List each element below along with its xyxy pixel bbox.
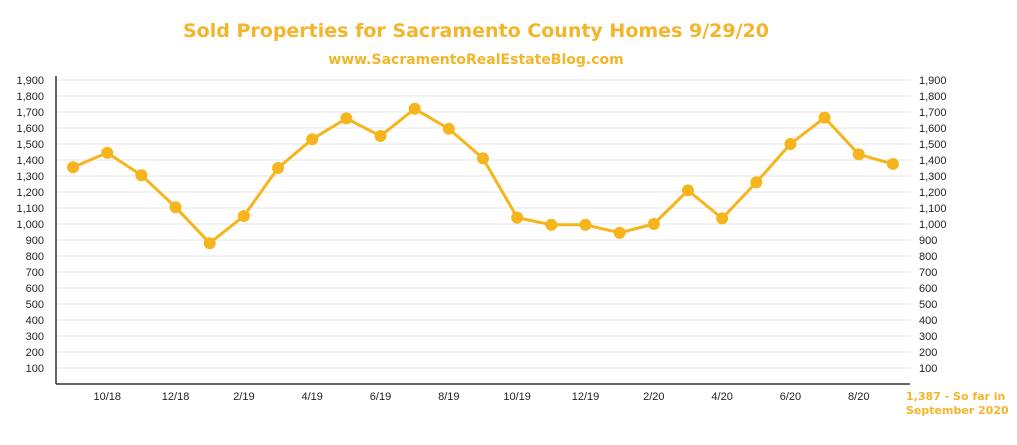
- x-tick-label: 2/19: [233, 391, 254, 403]
- data-point: [613, 226, 626, 239]
- y-tick-label-left: 1,100: [16, 203, 44, 215]
- y-tick-label-right: 1,800: [919, 91, 947, 103]
- y-tick-label-left: 1,300: [16, 171, 44, 183]
- x-tick-label: 4/20: [711, 391, 732, 403]
- data-point: [306, 133, 319, 146]
- chart-subtitle: www.SacramentoRealEstateBlog.com: [328, 52, 623, 68]
- data-point: [408, 102, 421, 115]
- y-tick-label-left: 500: [26, 299, 44, 311]
- y-tick-label-left: 300: [26, 331, 44, 343]
- y-tick-label-right: 100: [919, 363, 937, 375]
- y-tick-label-right: 400: [919, 315, 937, 327]
- annotation-line-2: September 2020: [906, 404, 1009, 417]
- y-tick-label-right: 500: [919, 299, 937, 311]
- x-tick-label: 6/19: [370, 391, 391, 403]
- x-tick-label: 10/19: [503, 391, 531, 403]
- data-point: [101, 146, 114, 159]
- x-tick-label: 12/19: [572, 391, 600, 403]
- data-point: [135, 169, 148, 182]
- x-tick-label: 12/18: [162, 391, 190, 403]
- x-tick-label: 4/19: [301, 391, 322, 403]
- data-point: [818, 111, 831, 124]
- y-tick-label-left: 1,500: [16, 139, 44, 151]
- gridlines: [56, 79, 910, 369]
- data-point: [852, 148, 865, 161]
- y-tick-label-right: 1,400: [919, 155, 947, 167]
- data-point: [340, 112, 353, 125]
- x-tick-label: 8/19: [438, 391, 459, 403]
- data-point: [511, 211, 524, 224]
- y-tick-label-left: 900: [26, 235, 44, 247]
- y-tick-label-left: 1,700: [16, 107, 44, 119]
- chart-title: Sold Properties for Sacramento County Ho…: [183, 20, 769, 42]
- x-tick-label: 8/20: [848, 391, 869, 403]
- y-tick-label-right: 1,700: [919, 107, 947, 119]
- y-tick-label-left: 1,800: [16, 91, 44, 103]
- data-point: [477, 152, 489, 165]
- y-tick-label-left: 700: [26, 267, 44, 279]
- y-tick-label-right: 1,000: [919, 219, 947, 231]
- y-tick-label-left: 1,600: [16, 123, 44, 135]
- y-tick-label-left: 1,900: [16, 75, 44, 87]
- y-tick-label-left: 400: [26, 315, 44, 327]
- y-axis-right: 100 200 300 400 500 600 700 800 900 1,000 1,100 1,2…: [919, 75, 947, 375]
- data-point: [169, 201, 182, 214]
- x-tick-label: 2/20: [643, 391, 664, 403]
- data-point: [886, 158, 899, 170]
- y-tick-label-right: 1,500: [919, 139, 947, 151]
- data-point: [716, 212, 729, 225]
- data-point: [237, 210, 250, 222]
- y-tick-label-left: 600: [26, 283, 44, 295]
- y-tick-label-left: 1,400: [16, 155, 44, 167]
- y-tick-label-left: 200: [26, 347, 44, 359]
- data-point: [374, 130, 387, 142]
- y-tick-label-left: 800: [26, 251, 44, 263]
- data-point: [750, 176, 763, 189]
- y-axis-left: 100 200 300 400 500 600 700 800 900 1,000 1,100 1,2…: [16, 75, 44, 375]
- data-point: [442, 122, 455, 135]
- x-axis-ticks: 10/18 12/18 2/19 4/19 6/19 8/19 10/19 12/19 2/20…: [93, 391, 869, 403]
- y-tick-label-right: 1,600: [919, 123, 947, 135]
- y-tick-label-right: 700: [919, 267, 937, 279]
- y-tick-label-right: 300: [919, 331, 937, 343]
- data-point: [784, 138, 797, 150]
- data-point: [203, 237, 216, 250]
- data-point: [545, 218, 558, 231]
- y-tick-label-right: 1,900: [919, 75, 947, 87]
- data-point: [272, 162, 285, 174]
- y-tick-label-right: 200: [919, 347, 937, 359]
- data-point: [579, 218, 592, 231]
- y-tick-label-right: 1,300: [919, 171, 947, 183]
- x-tick-label: 10/18: [93, 391, 121, 403]
- annotation-line-1: 1,387 - So far in: [906, 390, 1005, 403]
- y-tick-label-right: 600: [919, 283, 937, 295]
- y-tick-label-right: 1,200: [919, 187, 947, 199]
- data-point: [647, 218, 660, 230]
- y-tick-label-left: 100: [26, 363, 44, 375]
- y-tick-label-right: 1,100: [919, 203, 947, 215]
- y-tick-label-left: 1,000: [16, 219, 44, 231]
- data-points: [67, 102, 899, 250]
- y-tick-label-left: 1,200: [16, 187, 44, 199]
- data-point: [681, 184, 694, 197]
- y-tick-label-right: 800: [919, 251, 937, 263]
- data-point: [67, 161, 80, 174]
- x-tick-label: 6/20: [780, 391, 801, 403]
- y-tick-label-right: 900: [919, 235, 937, 247]
